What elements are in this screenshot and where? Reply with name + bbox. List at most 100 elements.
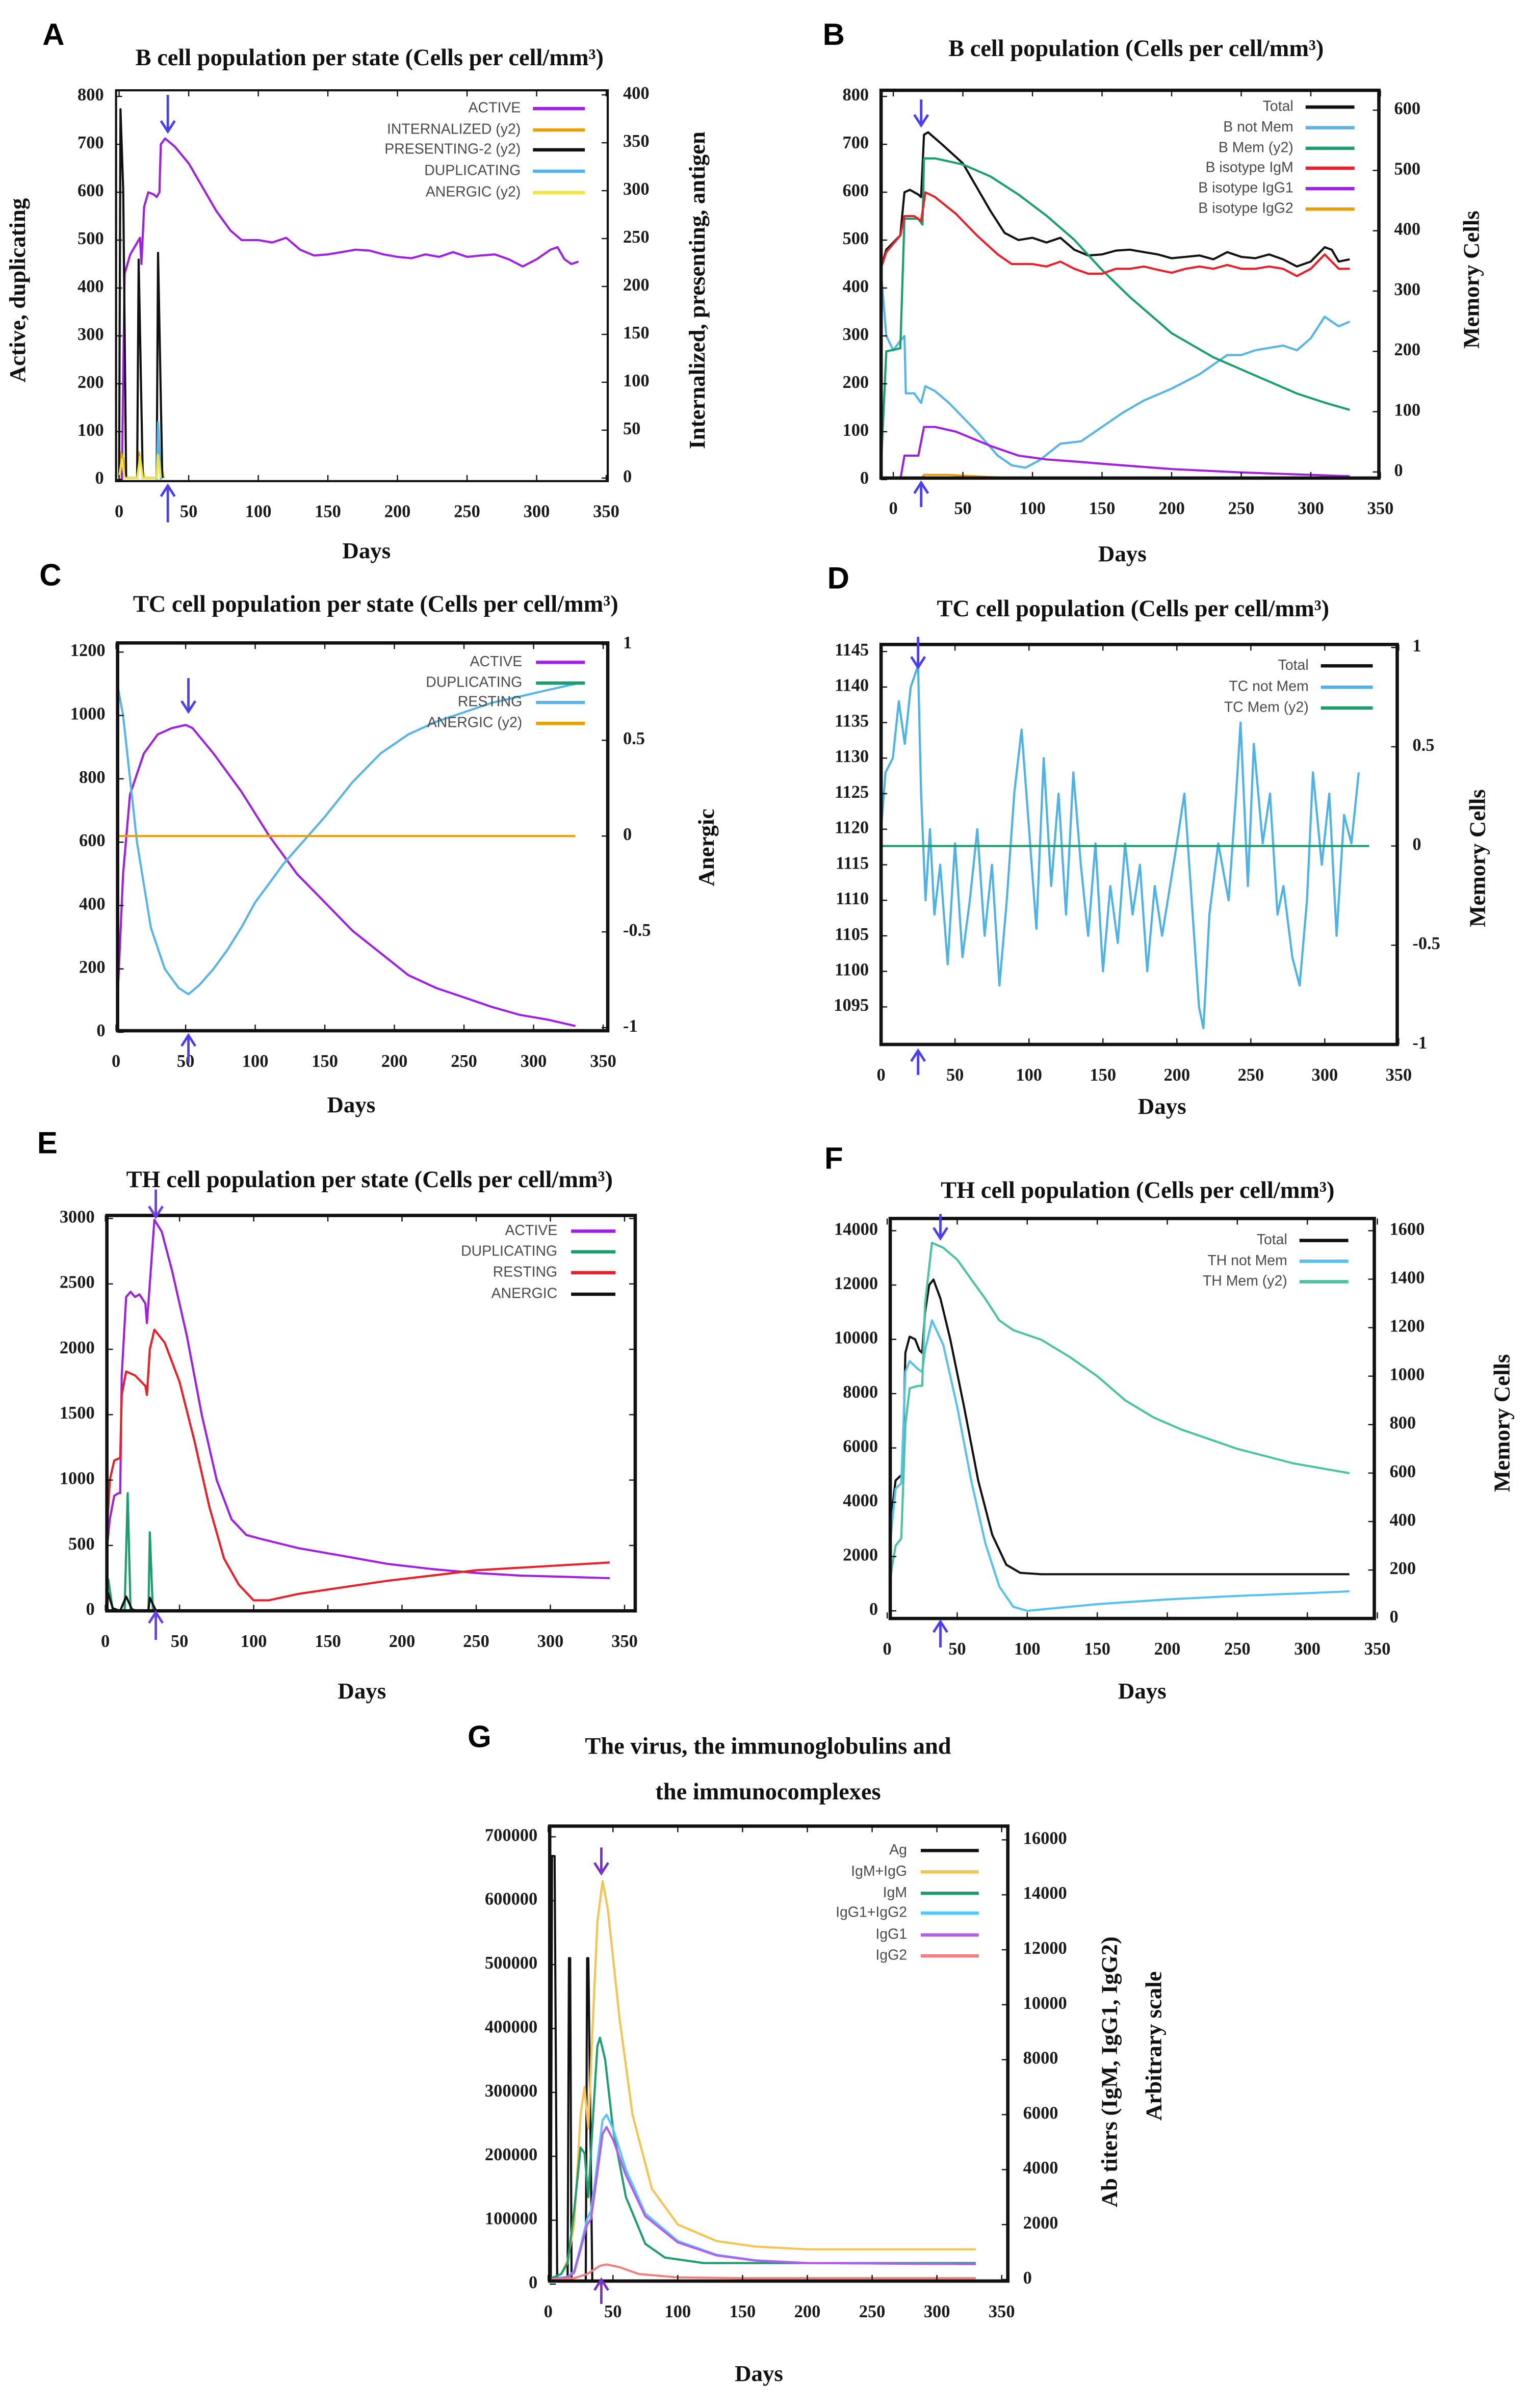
legend-label: B Mem (y2) <box>1219 139 1293 155</box>
series-line-igg1 <box>550 2126 976 2281</box>
peak-arrow-up-icon <box>180 1033 197 1063</box>
y-tick-label: 1200 <box>70 641 106 660</box>
y2-tick-label: 0 <box>1023 2268 1032 2288</box>
x-tick-label: 350 <box>590 1052 616 1071</box>
peak-arrow-up-icon-head <box>932 1619 948 1633</box>
x-tick-label: 200 <box>381 1052 408 1071</box>
y-tick-label: 0 <box>86 1600 94 1619</box>
legend-label: DUPLICATING <box>426 674 522 691</box>
y2-tick-label: 2000 <box>1023 2213 1058 2233</box>
peak-arrow-down-icon-head <box>148 1206 164 1219</box>
y2-tick-label: 1000 <box>1389 1365 1425 1384</box>
peak-arrow-down-icon <box>593 1847 609 1876</box>
legend-label: RESTING <box>493 1264 557 1280</box>
x-tick-label: 200 <box>1158 499 1185 518</box>
series-line-total <box>881 131 1350 269</box>
x-tick-label: 100 <box>1019 499 1046 518</box>
y2-tick-label: 1600 <box>1389 1219 1425 1239</box>
y2-axis-label: Ab titers (IgM, IgG1, IgG2) <box>1097 1936 1122 2207</box>
series-line-b-not-mem <box>881 269 1351 469</box>
y2-tick-label: -0.5 <box>1412 934 1440 953</box>
y-tick-label: 200 <box>77 373 104 392</box>
peak-arrow-up-icon-head <box>148 1610 164 1624</box>
x-tick-label: 150 <box>312 1052 338 1071</box>
peak-arrow-down-icon-head <box>910 656 926 670</box>
panel-label: C <box>39 558 61 592</box>
y-tick-label: 400 <box>79 894 106 913</box>
y-tick-label: 200 <box>842 373 869 392</box>
y2-tick-label: 200 <box>1394 340 1420 359</box>
legend-label: TH Mem (y2) <box>1203 1273 1287 1289</box>
panel-c: C TC cell population per state (Cells per… <box>39 558 719 1117</box>
y2-tick-label: 400 <box>1394 220 1420 239</box>
plot-frame <box>548 1824 1010 2283</box>
x-tick-label: 300 <box>521 1052 547 1071</box>
x-tick-label: 150 <box>1084 1639 1110 1659</box>
y-tick-label: 400 <box>842 277 869 296</box>
x-tick-label: 50 <box>180 502 197 521</box>
y-tick-label: 1500 <box>60 1403 95 1423</box>
y-tick-label: 1110 <box>836 889 869 908</box>
x-axis-label: Days <box>327 1092 375 1117</box>
series-line-total <box>890 1278 1350 1576</box>
x-tick-label: 150 <box>315 502 341 521</box>
panel-a: A B cell population per state (Cells per … <box>5 17 710 563</box>
y-tick-label: 500 <box>77 229 104 248</box>
peak-arrow-up-icon <box>910 1048 926 1075</box>
x-tick-label: 100 <box>242 1052 269 1071</box>
y-tick-label: 3000 <box>60 1207 95 1226</box>
y-tick-label: 1135 <box>835 711 869 730</box>
legend-label: ANERGIC <box>491 1286 558 1302</box>
series-line-b-isotype-igg2 <box>920 474 1350 478</box>
series-line-b-isotype-igg1 <box>899 426 1350 478</box>
x-tick-label: 100 <box>665 2302 691 2321</box>
x-tick-label: 100 <box>1014 1639 1041 1659</box>
series-line-active <box>117 724 576 1027</box>
series-line-igg2 <box>550 2263 976 2281</box>
legend-label: RESTING <box>458 694 522 710</box>
x-tick-label: 300 <box>924 2302 950 2321</box>
x-axis-label: Days <box>1098 541 1147 566</box>
y-tick-label: 600 <box>77 181 104 200</box>
chart-title: B cell population (Cells per cell/mm³) <box>948 36 1324 62</box>
legend-label: Total <box>1278 657 1309 673</box>
plot-area <box>118 108 579 481</box>
peak-arrow-up-icon <box>160 483 176 522</box>
legend-label: TH not Mem <box>1207 1252 1287 1269</box>
y-tick-label: 500 <box>68 1534 95 1554</box>
x-tick-label: 250 <box>859 2302 886 2321</box>
x-tick-label: 350 <box>1367 499 1394 518</box>
y-tick-label: 1120 <box>835 818 869 837</box>
y2-tick-label: 1400 <box>1389 1268 1425 1287</box>
y-tick-label: 800 <box>842 85 869 104</box>
y-tick-label: 2000 <box>843 1546 878 1565</box>
y-tick-label: 1105 <box>835 925 869 944</box>
y2-tick-label: 0 <box>623 467 632 486</box>
x-tick-label: 300 <box>537 1632 564 1651</box>
y2-axis-label: Arbitrary scale <box>1141 1971 1167 2121</box>
y-tick-label: 400000 <box>485 2017 537 2036</box>
y-tick-label: 800 <box>77 85 104 104</box>
x-tick-label: 350 <box>989 2302 1015 2321</box>
y-tick-label: 100 <box>842 421 869 440</box>
x-tick-label: 250 <box>1238 1065 1264 1085</box>
panel-e: E TH cell population per state (Cells per… <box>37 1126 638 1704</box>
y2-tick-label: 1 <box>1412 636 1421 656</box>
x-tick-label: 50 <box>954 499 971 518</box>
series-line-anergic-y2- <box>118 454 162 479</box>
y-tick-label: 700 <box>842 133 869 152</box>
panel-label: G <box>468 1720 491 1754</box>
y2-tick-label: 0 <box>1412 835 1421 854</box>
plot-area <box>881 131 1351 478</box>
x-tick-label: 0 <box>112 1052 120 1071</box>
x-tick-label: 100 <box>245 502 272 521</box>
y-tick-label: 8000 <box>843 1382 878 1402</box>
chart-title: TH cell population per state (Cells per … <box>126 1167 613 1193</box>
peak-arrow-up-icon <box>593 2277 609 2304</box>
panel-b: B B cell population (Cells per cell/mm³) T… <box>823 17 1484 566</box>
x-tick-label: 300 <box>524 502 550 521</box>
y-tick-label: 300000 <box>485 2081 537 2101</box>
y2-tick-label: 0.5 <box>1412 736 1434 755</box>
y-tick-label: 200000 <box>485 2145 537 2164</box>
y2-tick-label: 14000 <box>1023 1883 1067 1903</box>
